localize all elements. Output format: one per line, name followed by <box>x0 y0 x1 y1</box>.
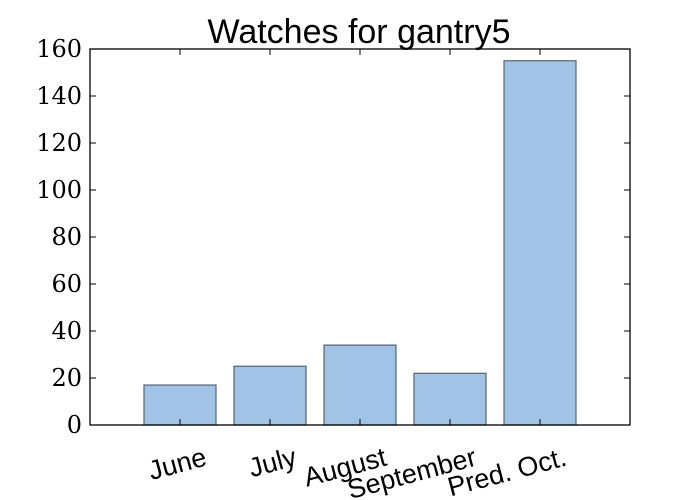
y-tick-label-80: 80 <box>51 223 82 251</box>
y-tick-label-100: 100 <box>36 176 82 204</box>
x-tick-label-june: June <box>145 442 209 486</box>
bar-september <box>413 372 487 426</box>
y-axis: 0 20 40 60 80 100 120 140 160 <box>36 35 630 439</box>
bar-june <box>143 384 217 426</box>
y-tick-label-160: 160 <box>36 35 82 63</box>
y-tick-label-120: 120 <box>36 129 82 157</box>
x-tick-label-july: July <box>245 442 300 484</box>
bar-pred-oct <box>503 60 577 426</box>
bar-july <box>233 365 307 426</box>
y-tick-label-140: 140 <box>36 82 82 110</box>
bars-group <box>143 60 577 426</box>
y-tick-label-0: 0 <box>67 411 82 439</box>
bar-august <box>323 344 397 426</box>
chart-title: Watches for gantry5 <box>208 13 511 51</box>
y-tick-label-60: 60 <box>51 270 82 298</box>
plot-frame <box>89 48 631 426</box>
y-tick-label-40: 40 <box>51 317 82 345</box>
y-tick-label-20: 20 <box>51 364 82 392</box>
